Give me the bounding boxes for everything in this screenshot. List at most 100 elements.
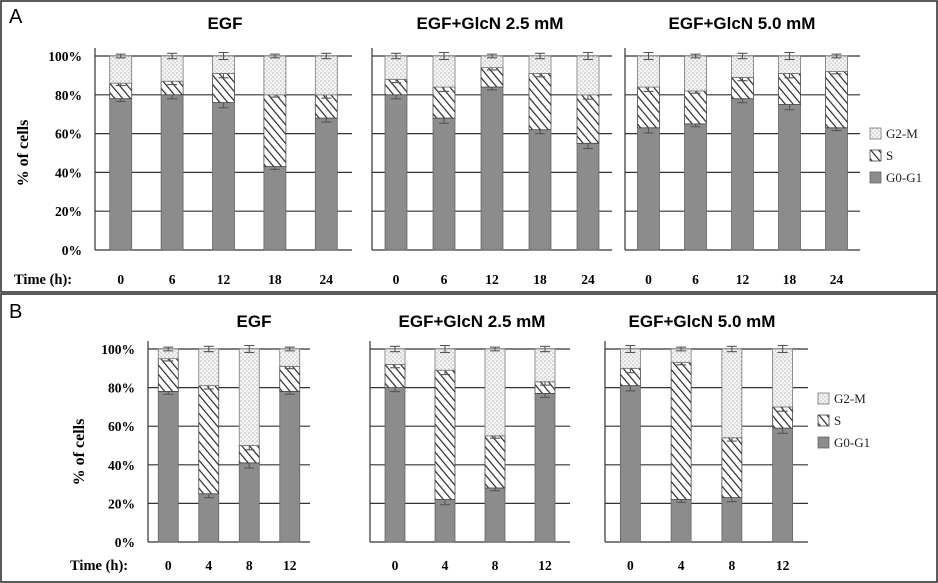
x-tick-label: 12 (485, 272, 499, 287)
y-tick-label: 100% (48, 49, 82, 64)
x-tick-label: 12 (736, 272, 750, 287)
x-tick-label: 4 (205, 558, 212, 573)
x-tick-label: 12 (283, 558, 297, 573)
x-tick-label: 8 (246, 558, 253, 573)
y-tick-label: 100% (101, 342, 135, 357)
bar-segment-g2-m (484, 348, 506, 437)
chart-title: EGF+GlcN 2.5 mM (399, 312, 546, 331)
legend-label: S (834, 413, 841, 428)
chart-title: EGF+GlcN 2.5 mM (417, 14, 564, 33)
y-tick-label: 40% (55, 165, 82, 180)
bar-segment-g0-g1 (534, 392, 556, 543)
legend-swatch-s (869, 149, 882, 162)
legend-label: G0-G1 (834, 435, 870, 450)
bar-segment-s (576, 94, 600, 144)
x-tick-label: 0 (165, 558, 172, 573)
bar-segment-s (279, 365, 301, 392)
x-tick-label: 6 (169, 272, 176, 287)
bar-segment-s (263, 94, 287, 167)
bar-segment-g2-m (576, 55, 600, 96)
bar-segment-g0-g1 (778, 104, 801, 251)
bar-segment-g2-m (238, 348, 260, 446)
x-tick-label: 0 (393, 272, 400, 287)
bar-segment-g0-g1 (721, 497, 743, 543)
chart-title: EGF+GlcN 5.0 mM (669, 14, 816, 33)
bar-segment-g2-m (432, 55, 456, 88)
bar-segment-g2-m (637, 55, 660, 88)
y-tick-label: 0% (62, 243, 82, 258)
x-tick-label: 18 (783, 272, 797, 287)
panel-b-letter: B (9, 301, 22, 323)
x-tick-label: 4 (678, 558, 685, 573)
legend-label: G0-G1 (886, 170, 922, 185)
x-tick-label: 4 (442, 558, 449, 573)
chart-4: EGF+GlcN 2.5 mM 0 4 8 12 (369, 312, 570, 573)
bar-segment-g0-g1 (279, 391, 301, 543)
chart-5: EGF+GlcN 5.0 mM 0 4 8 12 (604, 312, 808, 573)
bar-segment-g2-m (534, 348, 556, 383)
x-tick-label: 12 (538, 558, 552, 573)
bar-segment-s (684, 90, 707, 125)
bar-segment-s (825, 71, 848, 129)
y-tick-label: 80% (108, 381, 135, 396)
bar-segment-s (721, 437, 743, 499)
bar-segment-g2-m (684, 55, 707, 92)
legend-swatch-g2-m (817, 392, 830, 405)
x-tick-label: 24 (830, 272, 844, 287)
chart-3: EGF 0% 20% 40% 60% 80% 100% % of cells Time (h):… (70, 312, 310, 574)
bar-segment-g2-m (109, 55, 133, 84)
bar-segment-g0-g1 (731, 98, 754, 251)
y-tick-label: 20% (108, 496, 135, 511)
chart-title: EGF+GlcN 5.0 mM (629, 312, 776, 331)
bar-segment-s (157, 358, 179, 392)
legend-swatch-g0-g1 (869, 171, 882, 184)
legends-layer: G2-M S G0-G1 G2-M S G0-G1 (817, 126, 922, 450)
bar-segment-s (434, 369, 456, 500)
bar-segment-g2-m (198, 348, 220, 387)
x-tick-label: 24 (581, 272, 595, 287)
x-tick-label: 12 (776, 558, 790, 573)
bar-segment-g0-g1 (263, 166, 287, 251)
bar-segment-g0-g1 (528, 129, 552, 251)
x-axis-label: Time (h): (14, 272, 72, 288)
legend-swatch-s (817, 414, 830, 427)
y-tick-label: 60% (55, 127, 82, 142)
x-tick-label: 0 (645, 272, 652, 287)
bar-segment-g0-g1 (772, 427, 794, 543)
bar-segment-g2-m (314, 55, 338, 96)
bar-segment-g2-m (160, 55, 184, 82)
bar-segment-g0-g1 (314, 117, 338, 251)
bar-segment-s (528, 73, 552, 131)
y-tick-label: 20% (55, 204, 82, 219)
bar-segment-g0-g1 (480, 86, 504, 251)
bar-segment-g0-g1 (160, 94, 184, 251)
bar-segment-g0-g1 (637, 127, 660, 251)
y-tick-label: 40% (108, 458, 135, 473)
x-tick-label: 6 (441, 272, 448, 287)
bar-segment-g0-g1 (484, 487, 506, 543)
bar-segment-g0-g1 (825, 127, 848, 251)
bar-segment-g2-m (279, 348, 301, 367)
x-tick-label: 0 (392, 558, 399, 573)
panel-a-border (0, 0, 938, 293)
bar-segment-s (484, 435, 506, 489)
legend-label: G2-M (886, 126, 918, 141)
chart-title: EGF (237, 312, 272, 331)
x-tick-label: 0 (117, 272, 124, 287)
y-axis-label: % of cells (15, 120, 32, 187)
bar-segment-g0-g1 (157, 391, 179, 543)
chart-1: EGF+GlcN 2.5 mM 0 6 12 18 24 (371, 14, 612, 287)
bar-segment-g2-m (384, 55, 408, 80)
legend-label: S (886, 148, 893, 163)
x-axis-label: Time (h): (70, 558, 128, 574)
x-tick-label: 8 (492, 558, 499, 573)
bar-segment-s (198, 385, 220, 495)
y-axis-label: % of cells (71, 419, 88, 486)
bar-segment-s (670, 362, 692, 500)
bar-segment-g0-g1 (619, 385, 641, 543)
bar-segment-g2-m (772, 348, 794, 408)
y-tick-label: 0% (115, 535, 135, 550)
legend-panel-b: G2-M S G0-G1 (817, 391, 870, 450)
